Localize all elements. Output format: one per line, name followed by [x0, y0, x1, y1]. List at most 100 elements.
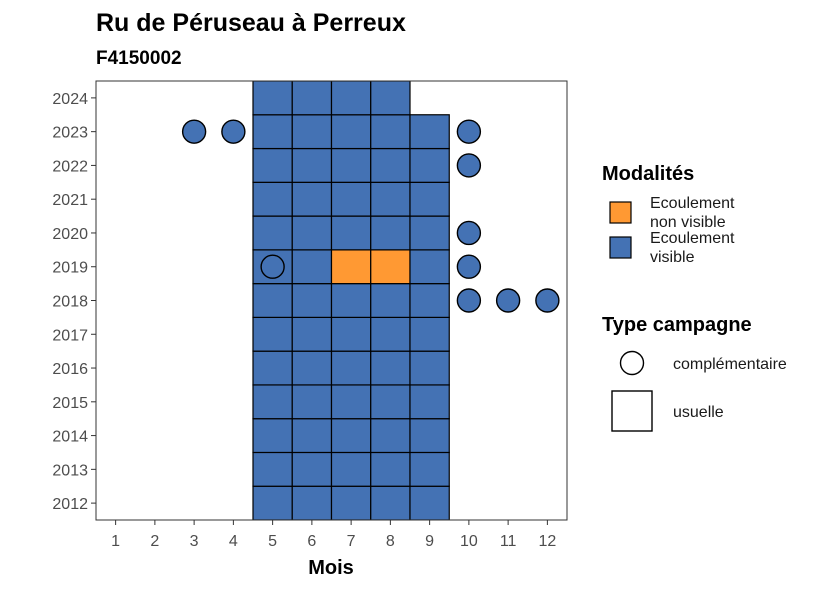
- x-tick-label-9: 9: [425, 533, 434, 550]
- point-2023-3: [181, 119, 207, 144]
- y-tick-label-2019: 2019: [52, 260, 88, 277]
- tile-2012-9: [409, 485, 450, 520]
- tile-2018-6: [291, 283, 333, 318]
- tile-2016-6: [291, 350, 333, 386]
- tile-2019-6: [291, 249, 333, 285]
- y-tick-label-2020: 2020: [52, 226, 88, 243]
- legend-label-campagne-2: usuelle: [673, 404, 724, 421]
- tile-2024-5: [252, 81, 293, 116]
- x-tick-label-3: 3: [190, 533, 199, 550]
- x-tick-label-12: 12: [538, 533, 556, 550]
- tile-2023-6: [291, 114, 333, 150]
- tile-2012-7: [330, 485, 372, 520]
- point-2023-10: [456, 119, 482, 144]
- tile-2021-8: [370, 181, 411, 217]
- tile-2016-7: [330, 350, 372, 386]
- legend-label-modalite-2-line-1: Ecoulement: [650, 230, 735, 247]
- point-2018-11: [495, 288, 521, 313]
- tile-2013-9: [409, 451, 450, 487]
- tile-2022-6: [291, 147, 333, 183]
- tile-2022-7: [330, 147, 372, 183]
- y-tick-label-2021: 2021: [52, 192, 88, 209]
- tile-2020-6: [291, 215, 333, 251]
- y-tick-label-2017: 2017: [52, 327, 88, 344]
- legend-title-campagne: Type campagne: [602, 314, 752, 336]
- tile-2017-8: [370, 316, 411, 352]
- point-2018-10: [456, 288, 482, 313]
- tile-2014-5: [252, 418, 293, 454]
- tile-2015-7: [330, 384, 372, 420]
- tile-2021-7: [330, 181, 372, 217]
- x-tick-label-5: 5: [268, 533, 277, 550]
- tile-2019-9: [409, 249, 450, 285]
- tile-2015-5: [252, 384, 293, 420]
- point-2019-5: [260, 254, 285, 279]
- tile-2013-7: [330, 451, 372, 487]
- tile-2023-8: [370, 114, 411, 150]
- legend-label-modalite-1-line-1: Ecoulement: [650, 195, 735, 212]
- tile-2014-9: [409, 418, 450, 454]
- legend-label-modalite-2-line-2: visible: [650, 249, 695, 266]
- legend-key-circle: [619, 350, 645, 376]
- tile-2023-5: [252, 114, 293, 150]
- tile-2021-6: [291, 181, 333, 217]
- tile-2012-5: [252, 485, 293, 520]
- tile-2021-5: [252, 181, 293, 217]
- y-tick-label-2014: 2014: [52, 429, 88, 446]
- tile-2021-9: [409, 181, 450, 217]
- tile-2012-8: [370, 485, 411, 520]
- tile-2017-6: [291, 316, 333, 352]
- tile-2017-9: [409, 316, 450, 352]
- y-tick-label-2024: 2024: [52, 91, 88, 108]
- y-tick-label-2015: 2015: [52, 395, 88, 412]
- legend-key-modalite-1: [609, 201, 632, 224]
- tile-2015-9: [409, 384, 450, 420]
- x-tick-label-6: 6: [307, 533, 316, 550]
- tile-2020-8: [370, 215, 411, 251]
- tile-2024-7: [330, 81, 372, 116]
- plot-area: 2012 2013 2014 2015 2016 2017 2018 2019 2020 2021…: [52, 80, 568, 550]
- legend-title-modalites: Modalités: [602, 163, 694, 185]
- point-2018-12: [535, 288, 560, 313]
- y-tick-label-2016: 2016: [52, 361, 88, 378]
- legend-key-modalite-2: [609, 236, 632, 259]
- tile-2013-8: [370, 451, 411, 487]
- y-tick-label-2018: 2018: [52, 294, 88, 311]
- x-axis-title: Mois: [308, 557, 354, 579]
- legend-label-modalite-1-line-2: non visible: [650, 214, 726, 231]
- tile-2022-8: [370, 147, 411, 183]
- y-tick-label-2023: 2023: [52, 125, 88, 142]
- chart-title: Ru de Péruseau à Perreux: [96, 9, 406, 37]
- point-2023-4: [221, 119, 246, 144]
- tile-2016-9: [409, 350, 450, 386]
- x-tick-label-2: 2: [150, 533, 159, 550]
- tile-2023-9: [409, 114, 450, 150]
- tile-2014-8: [370, 418, 411, 454]
- tile-2020-9: [409, 215, 450, 251]
- point-2022-10: [456, 153, 482, 178]
- tile-2023-7: [330, 114, 372, 150]
- point-2020-10: [456, 220, 482, 246]
- tile-2019-8: [370, 249, 411, 285]
- x-tick-label-11: 11: [500, 533, 517, 550]
- x-tick-label-4: 4: [229, 533, 238, 550]
- tile-2016-8: [370, 350, 411, 386]
- tile-2017-5: [252, 316, 293, 352]
- y-tick-label-2012: 2012: [52, 496, 88, 513]
- tile-2013-5: [252, 451, 293, 487]
- tile-2016-5: [252, 350, 293, 386]
- marks-group: [181, 81, 560, 520]
- y-tick-label-2013: 2013: [52, 462, 88, 479]
- tile-2013-6: [291, 451, 333, 487]
- tile-2018-9: [409, 283, 450, 318]
- tile-2024-6: [291, 81, 333, 116]
- tile-2015-8: [370, 384, 411, 420]
- legend-label-campagne-1: complémentaire: [673, 356, 787, 373]
- tile-2022-9: [409, 147, 450, 183]
- tile-2019-7: [330, 249, 372, 285]
- tile-2018-7: [330, 283, 372, 318]
- tile-2018-5: [252, 283, 293, 318]
- chart-subtitle: F4150002: [96, 48, 182, 69]
